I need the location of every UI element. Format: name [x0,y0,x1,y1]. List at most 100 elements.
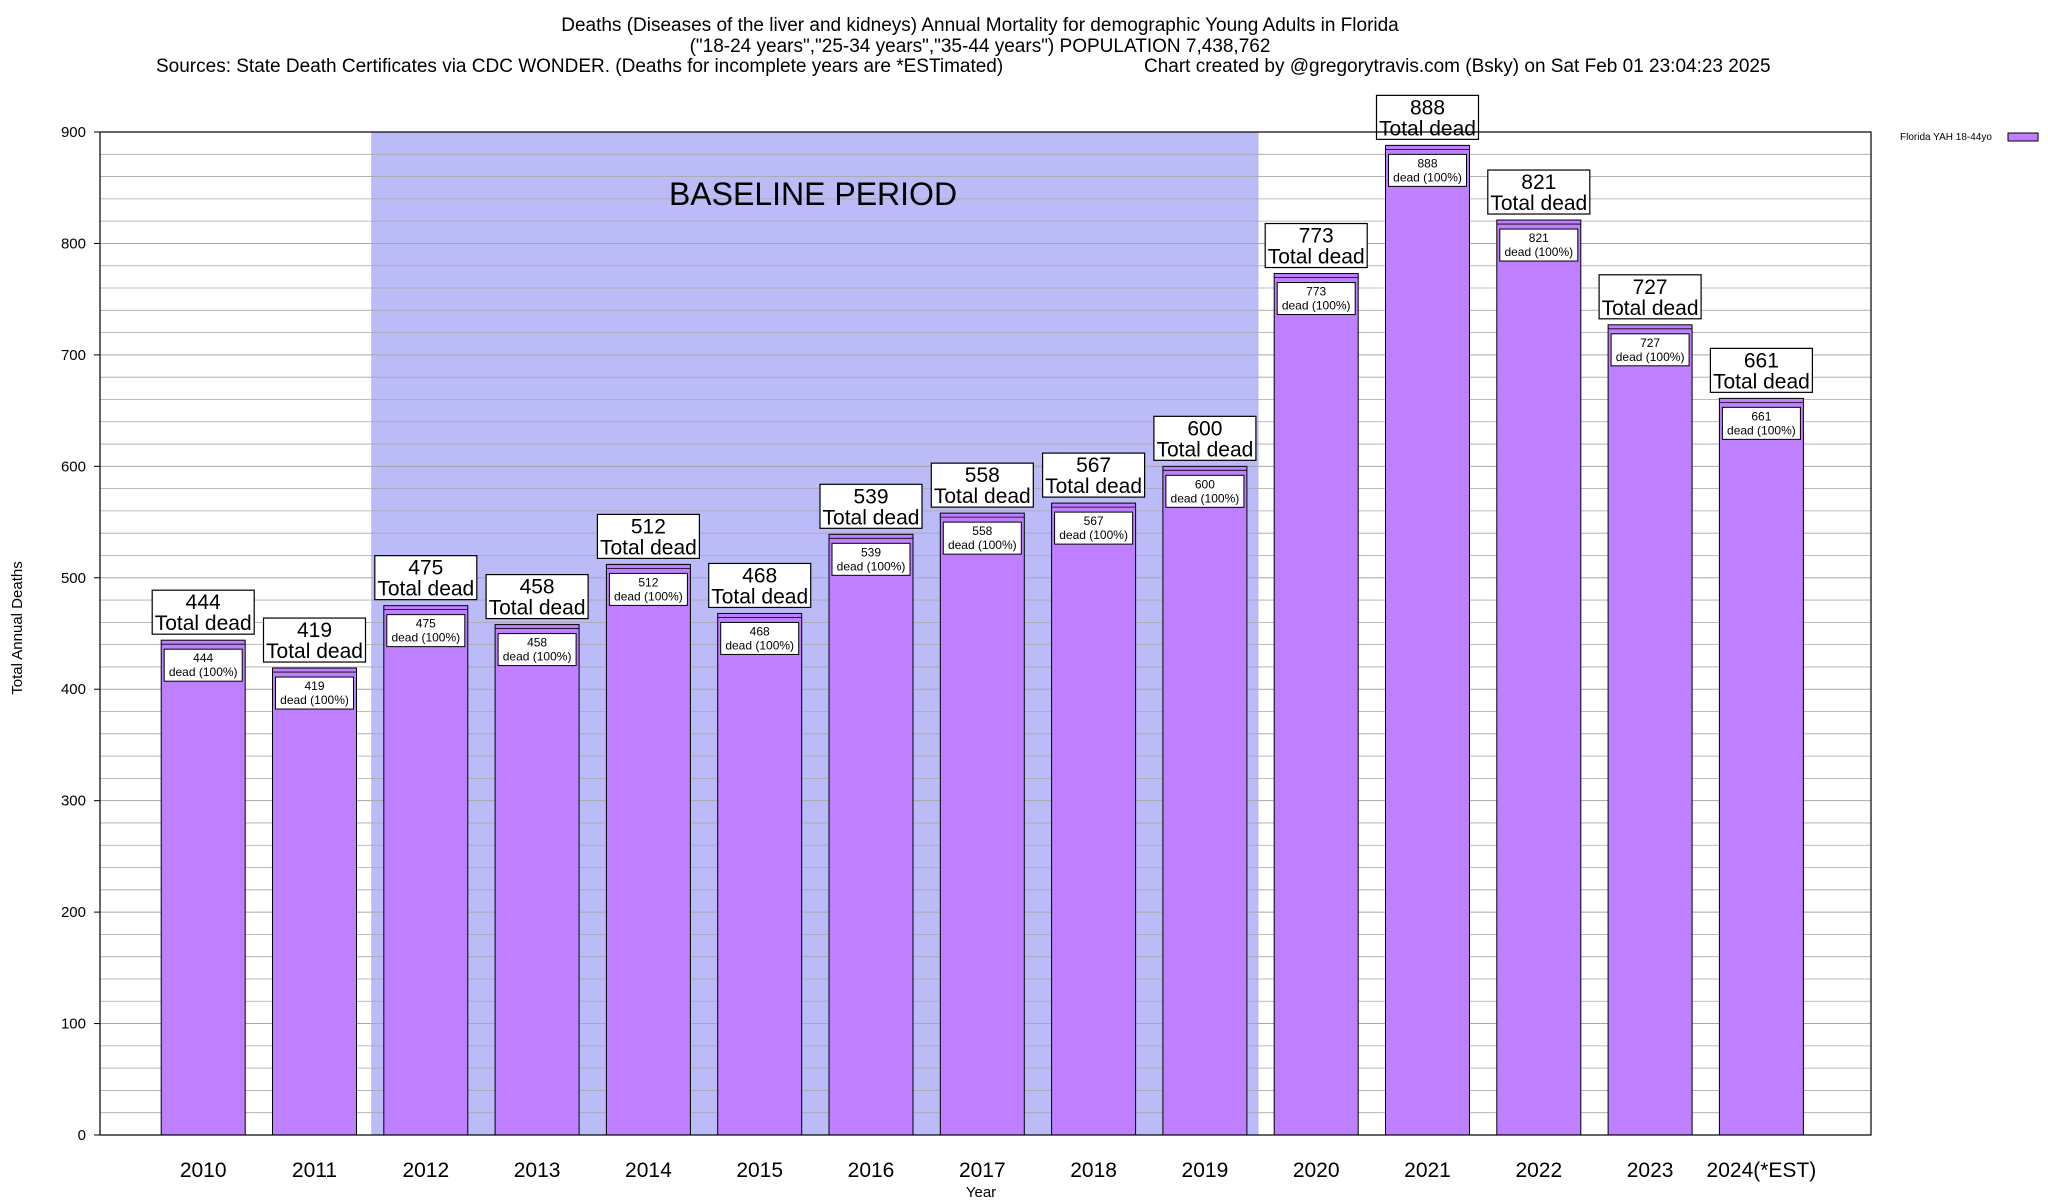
bar [1051,502,1137,1136]
bar [1496,219,1582,1136]
bar [1607,324,1693,1136]
inner-label-box [1165,474,1245,508]
total-value-label: 558 [965,464,1000,487]
total-label-box [262,617,367,663]
inner-percent-label: dead (100%) [837,559,906,573]
total-value-label: 727 [1633,276,1668,299]
inner-value-label: 600 [1195,477,1215,491]
total-dead-label: Total dead [600,536,697,559]
total-label-box [596,513,701,560]
y-tick-label: 600 [61,458,86,475]
bars [160,144,1804,1136]
inner-value-label: 773 [1306,285,1326,299]
inner-label-box [497,633,577,667]
inner-value-label: 567 [1084,514,1104,528]
inner-percent-label: dead (100%) [1282,299,1351,313]
plot-frame [99,131,1872,1136]
y-tick-label: 0 [78,1127,86,1144]
inner-percent-label: dead (100%) [1059,528,1128,542]
inner-label-box [608,572,688,606]
total-value-label: 444 [186,591,221,614]
inner-value-label: 419 [304,679,324,693]
x-tick-label: 2011 [292,1159,337,1182]
y-axis-title: Total Annual Deaths [9,561,26,694]
bar [828,533,914,1136]
inner-label-box [1721,406,1801,440]
total-dead-label: Total dead [1602,297,1699,320]
total-label-box [374,555,478,601]
total-label-box [1041,452,1146,498]
total-label-box [819,483,923,529]
total-label-box [1709,347,1814,393]
y-tick-label: 200 [61,904,86,921]
bar [1162,465,1248,1136]
legend: Florida YAH 18-44yo [1900,132,2039,143]
inner-label-box [1388,153,1467,187]
inner-value-label: 475 [416,617,436,631]
chart-sources: Sources: State Death Certificates via CD… [156,56,1003,77]
x-tick-label: 2016 [848,1159,895,1182]
total-dead-label: Total dead [489,597,586,620]
inner-value-label: 512 [638,575,658,589]
inner-label-box [831,542,911,576]
inner-label-box [163,648,243,682]
axes: 0 100 200 300 400 500 600 700 800 900 [61,124,1872,1144]
inner-value-label: 558 [972,524,992,538]
inner-label-box [386,614,466,648]
total-value-label: 600 [1187,417,1222,440]
total-dead-label: Total dead [823,506,920,529]
chart-subtitle: ("18-24 years","25-34 years","35-44 year… [690,36,1271,57]
inner-label-box [1054,511,1134,545]
total-dead-label: Total dead [711,585,808,608]
total-label-box [930,462,1034,508]
inner-percent-label: dead (100%) [1171,491,1240,505]
total-label-box [151,589,255,635]
x-axis-title: Year [966,1184,996,1200]
bar [717,612,803,1136]
inner-value-label: 661 [1751,409,1771,423]
inner-percent-label: dead (100%) [503,650,572,664]
inner-value-label: 821 [1529,231,1549,245]
inner-label-box [720,621,800,655]
bar [383,605,469,1136]
inner-percent-label: dead (100%) [1393,170,1462,184]
total-label-box [485,573,589,620]
total-label-box [1487,169,1591,215]
x-tick-label: 2022 [1515,1159,1562,1182]
x-tick-label: 2014 [625,1159,672,1182]
y-tick-label: 300 [61,793,86,810]
chart-credit: Chart created by @gregorytravis.com (Bsk… [1144,56,1771,77]
inner-percent-label: dead (100%) [1504,245,1573,259]
x-tick-label: 2012 [402,1159,449,1182]
inner-label-box [1276,282,1356,316]
total-value-label: 567 [1076,454,1111,477]
legend-label: Florida YAH 18-44yo [1900,132,1992,143]
total-dead-label: Total dead [1379,117,1476,140]
y-tick-label: 400 [61,681,86,698]
inner-percent-label: dead (100%) [1616,350,1685,364]
bar [272,667,357,1136]
inner-value-label: 458 [527,636,547,650]
baseline-period-label: BASELINE PERIOD [669,176,957,212]
y-tick-label: 500 [61,570,86,587]
total-value-label: 539 [853,485,888,508]
inner-percent-label: dead (100%) [1727,423,1796,437]
inner-label-box [1499,228,1579,262]
total-dead-label: Total dead [377,578,474,601]
inner-value-label: 727 [1640,336,1660,350]
chart-title: Deaths (Diseases of the liver and kidney… [561,15,1399,36]
legend-swatch [2007,132,2039,142]
x-tick-label: 2013 [514,1159,561,1182]
bar [1718,397,1804,1136]
inner-value-label: 888 [1417,156,1437,170]
bar [939,512,1025,1136]
bar [160,639,246,1136]
y-tick-label: 900 [61,124,86,141]
total-value-label: 821 [1521,171,1556,194]
x-tick-label: 2015 [736,1159,783,1182]
total-label-box [708,562,812,609]
total-value-label: 888 [1410,96,1445,119]
y-tick-label: 100 [61,1016,86,1033]
